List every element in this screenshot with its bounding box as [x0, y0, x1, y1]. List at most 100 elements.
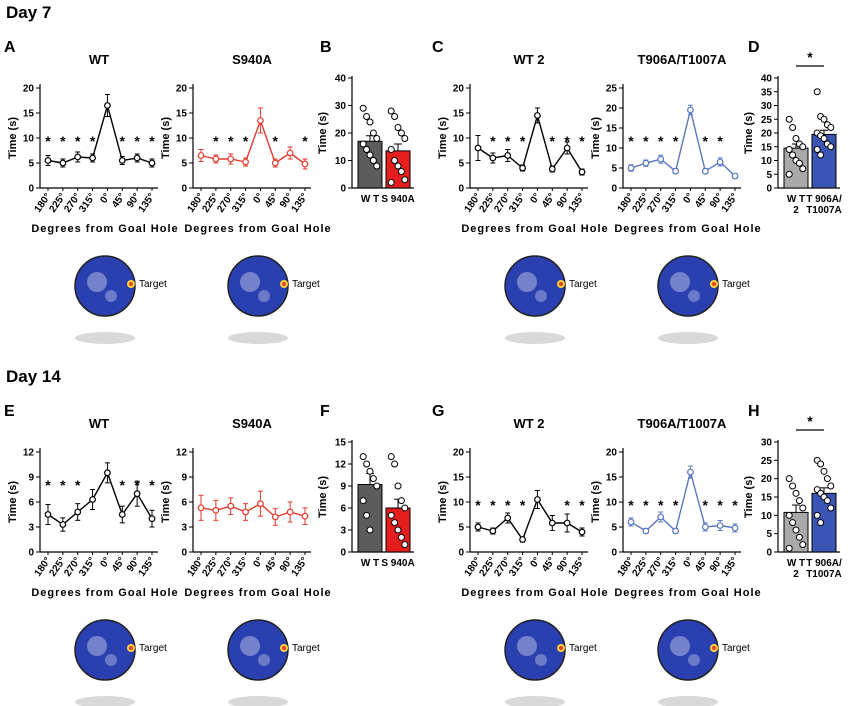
chart-title: WT: [89, 52, 109, 67]
y-tick-label: 15: [606, 473, 618, 484]
y-tick-label: 30: [761, 438, 773, 449]
panel-letter: G: [432, 403, 444, 420]
individual-point: [795, 497, 803, 505]
individual-point: [827, 504, 835, 512]
y-tick-label: 20: [761, 129, 773, 140]
data-point: [118, 511, 126, 518]
y-tick-label: 5: [458, 523, 464, 534]
arena-shadow: [75, 332, 135, 344]
x-tick-label: T1007A: [806, 205, 842, 216]
x-tick-label: T 906A/: [806, 194, 842, 205]
significance-star: *: [90, 133, 96, 149]
x-tick-label: 45°: [540, 555, 558, 574]
y-tick-label: 12: [335, 460, 347, 471]
individual-point: [785, 511, 793, 519]
x-tick-label: 135°: [567, 555, 588, 578]
data-point: [89, 496, 96, 503]
y-tick-label: 20: [606, 448, 618, 459]
arena-shadow: [505, 696, 565, 706]
data-point: [257, 500, 264, 508]
y-tick-label: 35: [761, 87, 773, 98]
y-tick-label: 20: [335, 129, 347, 140]
chart-title: S940A: [232, 416, 272, 431]
arena-blob: [535, 290, 547, 302]
individual-point: [366, 151, 374, 159]
significance-star: *: [579, 133, 585, 149]
significance-star: *: [75, 477, 81, 493]
individual-point: [373, 162, 381, 170]
x-tick-label: 315°: [507, 555, 528, 578]
individual-point: [391, 460, 399, 468]
data-point: [672, 167, 679, 175]
y-axis-label: Time (s): [437, 481, 449, 523]
significance-star: *: [45, 477, 51, 493]
x-tick-label: 135°: [137, 555, 158, 578]
panel-letter: C: [432, 39, 444, 56]
data-point: [563, 519, 571, 527]
significance-star: *: [717, 497, 723, 513]
y-tick-label: 5: [766, 170, 772, 181]
y-tick-label: 6: [28, 498, 34, 509]
individual-point: [820, 115, 828, 123]
y-tick-label: 0: [766, 184, 772, 195]
y-tick-label: 20: [176, 84, 188, 95]
arena-hotspot-core: [129, 646, 133, 650]
data-point: [657, 155, 665, 163]
y-tick-label: 5: [611, 523, 617, 534]
y-tick-label: 25: [606, 84, 618, 95]
y-tick-label: 12: [176, 448, 188, 459]
y-tick-label: 15: [176, 109, 188, 120]
individual-point: [401, 504, 409, 512]
x-axis-label: Degrees from Goal Hole: [461, 223, 608, 235]
data-point: [242, 508, 249, 516]
significance-star: *: [703, 497, 709, 513]
data-point: [504, 514, 512, 522]
panel-letter: H: [748, 403, 760, 420]
arena-hotspot-core: [712, 282, 716, 286]
chart-title: S940A: [232, 52, 272, 67]
y-tick-label: 10: [453, 134, 465, 145]
significance-star: *: [134, 133, 140, 149]
y-axis-label: Time (s): [7, 117, 19, 159]
arena-blob: [535, 654, 547, 666]
significance-star: *: [579, 497, 585, 513]
x-tick-label: W T: [787, 558, 805, 569]
significance-star: *: [807, 49, 813, 65]
data-point: [148, 159, 156, 167]
individual-point: [785, 115, 793, 123]
data-point: [731, 172, 739, 180]
bar-chart-D: D 0 5 10 15 20 25 30 35 40 Time (s) W T2 T 906A/T100…: [743, 39, 842, 216]
target-label: Target: [139, 643, 167, 654]
data-point: [133, 490, 141, 498]
individual-point: [820, 467, 828, 475]
y-tick-label: 6: [181, 498, 187, 509]
y-tick-label: 20: [453, 84, 465, 95]
panel-letter: E: [4, 403, 15, 420]
y-tick-label: 6: [340, 504, 346, 515]
data-point: [59, 521, 67, 528]
y-tick-label: 15: [23, 109, 35, 120]
data-point: [197, 152, 205, 159]
arena-blob: [517, 636, 537, 656]
y-tick-label: 40: [761, 74, 773, 85]
individual-point: [373, 135, 381, 142]
y-tick-label: 10: [606, 498, 618, 509]
data-point: [301, 512, 309, 520]
significance-star: *: [490, 497, 496, 513]
x-axis-label: Degrees from Goal Hole: [31, 587, 178, 599]
arena-shadow: [658, 696, 718, 706]
y-tick-label: 0: [181, 184, 187, 195]
y-axis-label: Time (s): [317, 112, 329, 154]
y-axis-label: Time (s): [160, 117, 172, 159]
data-point: [148, 515, 156, 523]
chart-title: T906A/T1007A: [638, 52, 727, 67]
data-point: [104, 102, 111, 109]
individual-point: [817, 460, 825, 468]
individual-point: [789, 151, 797, 159]
y-tick-label: 20: [453, 448, 465, 459]
arena-heatmap: [74, 255, 136, 317]
chart-title: WT 2: [513, 416, 544, 431]
x-tick-label: T 906A/: [806, 558, 842, 569]
